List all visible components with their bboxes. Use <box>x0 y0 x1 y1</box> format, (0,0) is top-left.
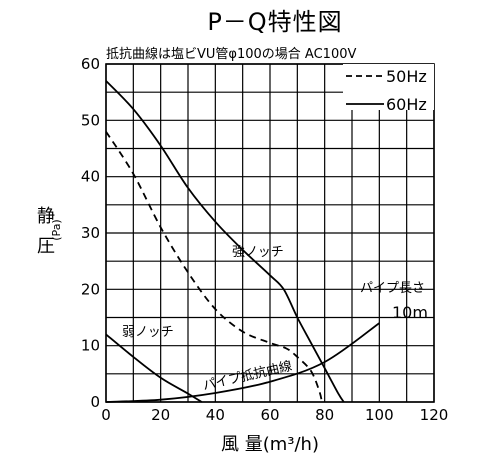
x-tick-label: 20 <box>151 406 170 424</box>
x-tick-labels: 0 20 40 60 80 100 120 <box>101 406 448 424</box>
y-axis-label-char-2: 圧 <box>37 236 55 257</box>
annotation-weak-notch: 弱ノッチ <box>122 325 174 340</box>
y-tick-label: 0 <box>90 393 100 411</box>
y-tick-label: 10 <box>81 337 100 355</box>
x-tick-label: 40 <box>206 406 225 424</box>
y-axis-unit: (Pa) <box>50 219 63 240</box>
annotation-pipe-length: パイプ長さ <box>360 281 425 296</box>
legend-background <box>343 64 434 110</box>
x-tick-label: 80 <box>315 406 334 424</box>
x-tick-label: 120 <box>420 406 449 424</box>
series-line-3 <box>105 333 203 403</box>
grid <box>105 63 435 403</box>
chart-title: P－Q特性図 <box>207 8 342 36</box>
y-tick-labels: 0 10 20 30 40 50 60 <box>81 55 100 411</box>
y-tick-label: 50 <box>81 111 100 129</box>
axes <box>105 63 435 403</box>
annotation-strong-notch: 強ノッチ <box>232 245 284 260</box>
x-tick-label: 100 <box>365 406 394 424</box>
series-line-2 <box>105 131 323 403</box>
plot-frame <box>105 63 435 403</box>
y-tick-label: 60 <box>81 55 100 73</box>
y-tick-label: 40 <box>81 168 100 186</box>
y-axis-label-char-1: 静 <box>37 206 55 227</box>
y-tick-label: 30 <box>81 224 100 242</box>
series-lines <box>105 80 380 403</box>
legend: 50Hz 60Hz <box>343 64 434 114</box>
x-tick-label: 60 <box>260 406 279 424</box>
series-line-1 <box>105 80 345 403</box>
x-axis-label: 風 量(m³/h) <box>221 434 319 455</box>
y-tick-label: 20 <box>81 280 100 298</box>
annotation-pipe-length-value: 10m <box>392 303 428 322</box>
y-axis-label: 静 圧 (Pa) <box>37 206 63 257</box>
x-tick-label: 0 <box>101 406 111 424</box>
series-line-4 <box>105 322 380 403</box>
legend-label-2: 60Hz <box>386 95 427 114</box>
chart-subtitle: 抵抗曲線は塩ビVU管φ100の場合 AC100V <box>106 46 356 62</box>
legend-label-1: 50Hz <box>386 67 427 86</box>
